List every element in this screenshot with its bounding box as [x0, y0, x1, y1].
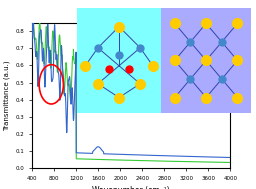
ZnS [223, 161, 226, 163]
Line: 4% Al:ZnS: 4% Al:ZnS [32, 23, 230, 157]
ZnS [187, 160, 190, 163]
ZnS [41, 41, 44, 44]
4% Al:ZnS [31, 22, 34, 24]
ZnS [229, 161, 232, 164]
Y-axis label: Transmittance (a.u.): Transmittance (a.u.) [4, 60, 10, 131]
4% Al:ZnS [223, 156, 226, 159]
Legend: ZnS, 4% Al:ZnS: ZnS, 4% Al:ZnS [110, 66, 152, 83]
Line: ZnS: ZnS [32, 23, 230, 163]
4% Al:ZnS [187, 155, 190, 158]
ZnS [223, 161, 226, 163]
X-axis label: Wavenumber (cm⁻¹): Wavenumber (cm⁻¹) [92, 186, 170, 189]
ZnS [30, 35, 34, 37]
4% Al:ZnS [127, 153, 130, 156]
ZnS [122, 159, 125, 161]
4% Al:ZnS [223, 156, 226, 159]
4% Al:ZnS [41, 58, 44, 60]
ZnS [127, 159, 130, 161]
4% Al:ZnS [229, 156, 232, 159]
ZnS [31, 22, 34, 24]
4% Al:ZnS [122, 153, 125, 156]
4% Al:ZnS [30, 47, 34, 50]
